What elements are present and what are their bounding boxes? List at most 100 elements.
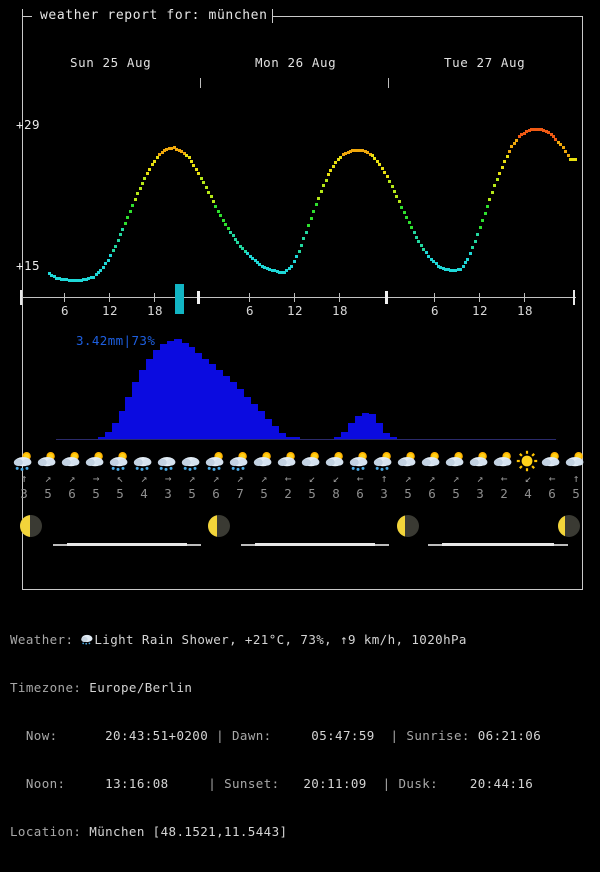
sun-behind-cloud-icon xyxy=(252,450,276,472)
temperature-point xyxy=(393,189,396,193)
axis-hour-label-2: 18 xyxy=(147,303,164,318)
temperature-point xyxy=(204,185,208,189)
temperature-point xyxy=(432,260,436,264)
temperature-point xyxy=(424,251,428,255)
temperature-point xyxy=(248,254,252,258)
wind-direction-arrow: ↗ xyxy=(428,472,436,485)
temperature-point xyxy=(326,173,330,177)
hourly-forecast-cell[interactable]: ↑ 3 xyxy=(372,450,396,502)
frame-left-border xyxy=(22,23,23,590)
temperature-point xyxy=(182,152,186,155)
noon-sunset-dusk-row: Noon: 13:16:08 | Sunset: 20:11:09 | Dusk… xyxy=(10,776,596,792)
axis-tick-0 xyxy=(64,293,65,302)
hourly-forecast-cell[interactable]: ↙ 4 xyxy=(516,450,540,502)
moon-lit-region xyxy=(558,515,565,537)
temperature-point xyxy=(566,153,570,157)
axis-hour-label-1: 12 xyxy=(102,303,119,318)
wind-speed-value: 7 xyxy=(236,486,244,501)
wind-direction-arrow: ↙ xyxy=(332,472,340,485)
temperature-point xyxy=(145,172,149,175)
temperature-point xyxy=(118,233,122,237)
moon-phase-0 xyxy=(20,515,44,539)
sun-behind-cloud-icon xyxy=(540,450,564,472)
hourly-forecast-cell[interactable]: ← 2 xyxy=(492,450,516,502)
temperature-point xyxy=(214,205,218,209)
temperature-point xyxy=(395,195,399,199)
sun-icon xyxy=(516,450,540,472)
hourly-forecast-cell[interactable]: ↗ 6 xyxy=(420,450,444,502)
sun-behind-rain-cloud-icon xyxy=(372,450,396,472)
temperature-point xyxy=(353,149,357,152)
temperature-point xyxy=(446,268,450,272)
temperature-point xyxy=(74,279,78,282)
current-time-marker[interactable] xyxy=(175,284,184,314)
temperature-point xyxy=(419,243,423,247)
wind-speed-value: 4 xyxy=(140,486,148,501)
wind-direction-arrow: ↑ xyxy=(20,472,28,485)
hourly-forecast-cell[interactable]: ↑ 5 xyxy=(564,450,588,502)
precipitation-label: 3.42mm|73% xyxy=(76,333,156,348)
temperature-point xyxy=(510,145,514,149)
sun-behind-cloud-icon xyxy=(36,450,60,472)
hourly-forecast-cell[interactable]: ← 6 xyxy=(348,450,372,502)
temperature-point xyxy=(123,221,127,225)
hourly-forecast-cell[interactable]: ↗ 3 xyxy=(468,450,492,502)
precipitation-bar xyxy=(340,431,349,439)
temperature-point xyxy=(116,238,120,242)
temperature-point xyxy=(270,268,274,272)
hourly-forecast-cell[interactable]: ↗ 5 xyxy=(444,450,468,502)
moon-lit-region xyxy=(20,515,30,537)
wind-direction-arrow: ↗ xyxy=(404,472,412,485)
temperature-point xyxy=(133,198,137,201)
precipitation-bar xyxy=(194,352,203,439)
temperature-point xyxy=(238,244,242,248)
temperature-point xyxy=(148,167,152,171)
hourly-forecast-cell[interactable]: ↗ 7 xyxy=(228,450,252,502)
twilight-bar-left-1 xyxy=(241,543,255,546)
hourly-forecast-cell[interactable]: ↗ 6 xyxy=(204,450,228,502)
temperature-point xyxy=(221,218,225,222)
axis-tick-7 xyxy=(479,293,480,302)
temperature-point xyxy=(402,210,406,214)
hourly-forecast-cell[interactable]: ↙ 8 xyxy=(324,450,348,502)
hourly-forecast-cell[interactable]: ← 2 xyxy=(276,450,300,502)
temperature-point xyxy=(517,135,521,139)
temperature-point xyxy=(302,237,306,241)
temperature-point xyxy=(366,151,369,155)
hourly-forecast-cell[interactable]: ↗ 5 xyxy=(180,450,204,502)
precipitation-bar xyxy=(368,414,377,439)
location-value: München [48.1521,11.5443] xyxy=(89,824,288,839)
axis-end-cap-0 xyxy=(20,290,22,305)
precipitation-bar xyxy=(215,370,224,439)
hourly-forecast-cell[interactable]: ↗ 4 xyxy=(132,450,156,502)
axis-hour-label-6: 6 xyxy=(431,303,440,318)
axis-hour-label-5: 18 xyxy=(332,303,349,318)
hourly-forecast-cell[interactable]: → 3 xyxy=(156,450,180,502)
temperature-point xyxy=(373,157,377,161)
wind-speed-value: 6 xyxy=(212,486,220,501)
temperature-point xyxy=(503,159,507,163)
temperature-point xyxy=(260,264,264,268)
hourly-forecast-cell[interactable]: → 5 xyxy=(84,450,108,502)
hourly-forecast-cell[interactable]: ↗ 5 xyxy=(36,450,60,502)
hourly-forecast-cell[interactable]: ↗ 5 xyxy=(252,450,276,502)
hourly-forecast-cell[interactable]: ↑ 3 xyxy=(12,450,36,502)
temperature-point xyxy=(527,128,531,132)
precipitation-bar xyxy=(111,422,120,439)
temperature-point xyxy=(375,160,379,164)
hourly-forecast-cell[interactable]: ↗ 5 xyxy=(396,450,420,502)
temperature-point xyxy=(512,141,516,145)
axis-tick-3 xyxy=(249,293,250,302)
hourly-forecast-cell[interactable]: ↗ 6 xyxy=(60,450,84,502)
sun-behind-cloud-icon xyxy=(564,450,588,472)
precipitation-bar xyxy=(250,403,258,439)
temperature-point xyxy=(89,276,93,280)
hourly-forecast-cell[interactable]: ↙ 5 xyxy=(300,450,324,502)
temperature-point xyxy=(334,160,338,164)
temperature-point xyxy=(530,128,533,132)
temperature-point xyxy=(143,176,147,180)
hourly-forecast-cell[interactable]: ← 6 xyxy=(540,450,564,502)
temperature-point xyxy=(485,204,489,208)
temperature-point xyxy=(150,163,154,167)
hourly-forecast-cell[interactable]: ↖ 5 xyxy=(108,450,132,502)
